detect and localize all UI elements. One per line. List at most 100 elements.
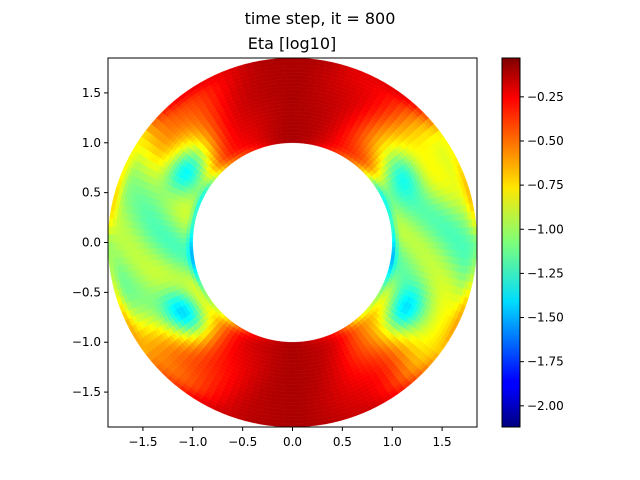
heatmap-cell — [292, 114, 299, 119]
heatmap-cell — [299, 401, 308, 406]
heatmap-cell — [277, 408, 286, 413]
heatmap-cell — [297, 366, 304, 371]
heatmap-cell — [292, 61, 301, 66]
heatmap-cell — [279, 387, 287, 392]
heatmap-cell — [444, 228, 449, 236]
heatmap-cell — [287, 135, 293, 140]
heatmap-cell — [132, 228, 138, 237]
heatmap-cell — [285, 79, 293, 84]
heatmap-cell — [182, 227, 187, 234]
heatmap-cell — [292, 398, 300, 403]
heatmap-cell — [292, 409, 301, 414]
heatmap-cell — [298, 103, 305, 109]
heatmap-cell — [298, 93, 306, 98]
heatmap-cell — [299, 412, 309, 417]
heatmap-cell — [283, 341, 289, 346]
heatmap-cell — [286, 121, 293, 126]
heatmap-cell — [458, 227, 463, 236]
heatmap-cell — [160, 236, 165, 243]
heatmap-cell — [455, 234, 460, 243]
heatmap-cell — [444, 235, 449, 243]
heatmap-cell — [292, 93, 300, 98]
heatmap-cell — [465, 249, 470, 259]
heatmap-cell — [437, 229, 442, 237]
heatmap-cell — [444, 242, 449, 250]
heatmap-cell — [298, 387, 306, 392]
heatmap-cell — [419, 230, 425, 238]
heatmap-cell — [139, 235, 144, 243]
heatmap-cell — [298, 373, 305, 378]
heatmap-cell — [178, 232, 183, 238]
heatmap-cell — [423, 242, 428, 249]
heatmap-cell — [297, 369, 305, 375]
heatmap-cell — [299, 415, 309, 420]
heatmap-cell — [160, 230, 166, 238]
heatmap-cell — [277, 405, 286, 410]
heatmap-cell — [447, 248, 453, 257]
heatmap-cell — [469, 249, 474, 259]
heatmap-cell — [292, 135, 298, 140]
heatmap-cell — [292, 366, 299, 371]
heatmap-cell — [164, 231, 169, 238]
heatmap-cell — [125, 242, 130, 251]
x-tick-label: 1.5 — [433, 435, 452, 449]
heatmap-cell — [284, 419, 293, 424]
heatmap-cell — [292, 384, 300, 389]
heatmap-cell — [146, 235, 151, 243]
heatmap-cell — [299, 408, 308, 413]
heatmap-cell — [444, 248, 449, 257]
heatmap-cell — [285, 394, 293, 399]
heatmap-cell — [153, 236, 158, 243]
heatmap-cell — [164, 236, 169, 243]
heatmap-cell — [292, 352, 298, 357]
heatmap-cell — [440, 228, 446, 237]
heatmap-cell — [143, 229, 148, 237]
heatmap-cell — [268, 58, 277, 64]
heatmap-cell — [292, 132, 298, 136]
heatmap-cell — [451, 227, 456, 236]
heatmap-cell — [168, 231, 173, 238]
heatmap-cell — [125, 235, 130, 243]
heatmap-cell — [278, 344, 284, 350]
heatmap-cell — [285, 401, 293, 406]
colorbar-tick-label: −0.50 — [527, 134, 564, 148]
heatmap-cell — [125, 249, 130, 258]
heatmap-cell — [448, 242, 453, 250]
heatmap-cell — [171, 231, 176, 238]
heatmap-cell — [391, 228, 396, 234]
heatmap-cell — [164, 242, 169, 249]
heatmap-cell — [185, 251, 191, 257]
heatmap-cell — [298, 82, 307, 88]
heatmap-cell — [301, 341, 307, 346]
y-axis: 1.5 1.0 0.5 0.0 −0.5 −1.0 −1.5 — [72, 86, 108, 399]
heatmap-cell — [276, 422, 285, 427]
heatmap-cell — [466, 234, 471, 243]
heatmap-cell — [281, 366, 288, 371]
heatmap-cell — [297, 107, 305, 112]
heatmap-cell — [136, 228, 141, 237]
heatmap-cell — [297, 118, 304, 123]
heatmap-cell — [395, 242, 400, 248]
heatmap-cell — [139, 229, 145, 237]
heatmap-cell — [434, 242, 439, 250]
heatmap-cell — [409, 236, 414, 243]
heatmap-cell — [189, 251, 194, 257]
heatmap-cell — [462, 249, 467, 258]
heatmap-cell — [178, 247, 183, 253]
heatmap-cell — [297, 352, 303, 357]
heatmap-cell — [466, 242, 471, 251]
heatmap-cell — [277, 72, 286, 77]
heatmap-cell — [285, 391, 293, 396]
heatmap-cell — [139, 242, 144, 250]
heatmap-cell — [287, 345, 293, 350]
heatmap-cell — [284, 423, 293, 427]
heatmap-cell — [276, 415, 286, 420]
heatmap-cell — [297, 125, 303, 130]
heatmap-cell — [391, 237, 396, 243]
heatmap-cell — [277, 79, 286, 84]
heatmap-cell — [108, 258, 114, 267]
heatmap-cell — [437, 242, 442, 250]
y-tick-label: 1.5 — [82, 86, 101, 100]
heatmap-cell — [299, 61, 309, 66]
